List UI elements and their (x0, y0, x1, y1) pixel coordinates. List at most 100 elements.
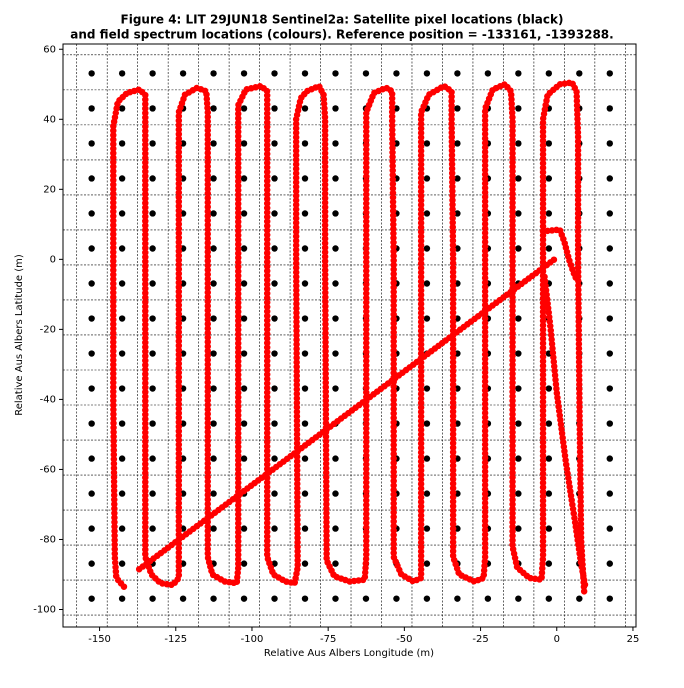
point (515, 70, 522, 77)
point (118, 245, 126, 252)
point (88, 420, 95, 427)
point (301, 490, 309, 497)
point (271, 105, 278, 112)
point (240, 455, 248, 462)
point (118, 105, 126, 112)
point (210, 350, 217, 357)
point (240, 280, 248, 287)
point (454, 105, 461, 112)
point (332, 315, 339, 322)
point (301, 385, 309, 392)
point (88, 105, 95, 112)
point (423, 385, 431, 392)
x-tick-label: 0 (554, 634, 560, 645)
point (515, 455, 522, 462)
point (149, 175, 156, 182)
point (545, 490, 553, 497)
point (515, 490, 522, 497)
point (271, 490, 278, 497)
point (271, 595, 278, 602)
point (118, 490, 126, 497)
point (210, 210, 217, 217)
point (423, 315, 431, 322)
point (545, 385, 553, 392)
point (576, 595, 583, 602)
point (88, 455, 95, 462)
point-track (539, 226, 582, 284)
point (301, 455, 309, 462)
point (149, 525, 156, 532)
point (271, 280, 278, 287)
point (606, 245, 613, 252)
point (515, 420, 522, 427)
point (484, 595, 492, 602)
y-tick-label: -80 (40, 534, 56, 545)
point (301, 70, 309, 77)
point (179, 595, 187, 602)
point (118, 315, 126, 322)
point (210, 70, 217, 77)
point (118, 140, 126, 147)
point (149, 70, 156, 77)
point (515, 245, 522, 252)
point (88, 245, 95, 252)
y-tick-label: 40 (43, 114, 56, 125)
point (210, 525, 217, 532)
point (240, 420, 248, 427)
x-tick-label: -125 (164, 634, 187, 645)
point (454, 70, 461, 77)
point (545, 560, 553, 567)
point (606, 350, 613, 357)
point (515, 385, 522, 392)
point (332, 490, 339, 497)
point (271, 420, 278, 427)
point (210, 140, 217, 147)
point (423, 595, 431, 602)
x-tick-label: -50 (396, 634, 412, 645)
point (271, 315, 278, 322)
point (149, 490, 156, 497)
point (423, 560, 431, 567)
point (118, 70, 126, 77)
point (423, 490, 431, 497)
point (332, 140, 339, 147)
point (210, 490, 217, 497)
point (88, 350, 95, 357)
point (88, 525, 95, 532)
point (454, 140, 461, 147)
point (362, 595, 370, 602)
point (515, 595, 522, 602)
point (240, 595, 248, 602)
point (332, 595, 339, 602)
point (515, 210, 522, 217)
point (149, 420, 156, 427)
point (606, 560, 613, 567)
x-tick-label: -100 (241, 634, 264, 645)
point (301, 105, 309, 112)
point (423, 245, 431, 252)
point (88, 595, 95, 602)
y-tick-label: -100 (33, 604, 56, 615)
point (271, 140, 278, 147)
point (332, 105, 339, 112)
point (454, 210, 461, 217)
point (118, 175, 126, 182)
x-tick-label: -75 (320, 634, 336, 645)
point (362, 70, 370, 77)
x-tick-label: -25 (472, 634, 488, 645)
point (545, 140, 553, 147)
point (240, 70, 248, 77)
point (515, 140, 522, 147)
point (271, 385, 278, 392)
point (240, 175, 248, 182)
y-tick-label: -60 (40, 464, 56, 475)
y-axis-label: Relative Aus Albers Latitude (m) (14, 254, 25, 416)
point (149, 385, 156, 392)
y-tick-label: -40 (40, 394, 56, 405)
point (606, 210, 613, 217)
point (423, 280, 431, 287)
x-tick-label: -150 (88, 634, 111, 645)
point (545, 175, 553, 182)
point (515, 175, 522, 182)
point (545, 455, 553, 462)
